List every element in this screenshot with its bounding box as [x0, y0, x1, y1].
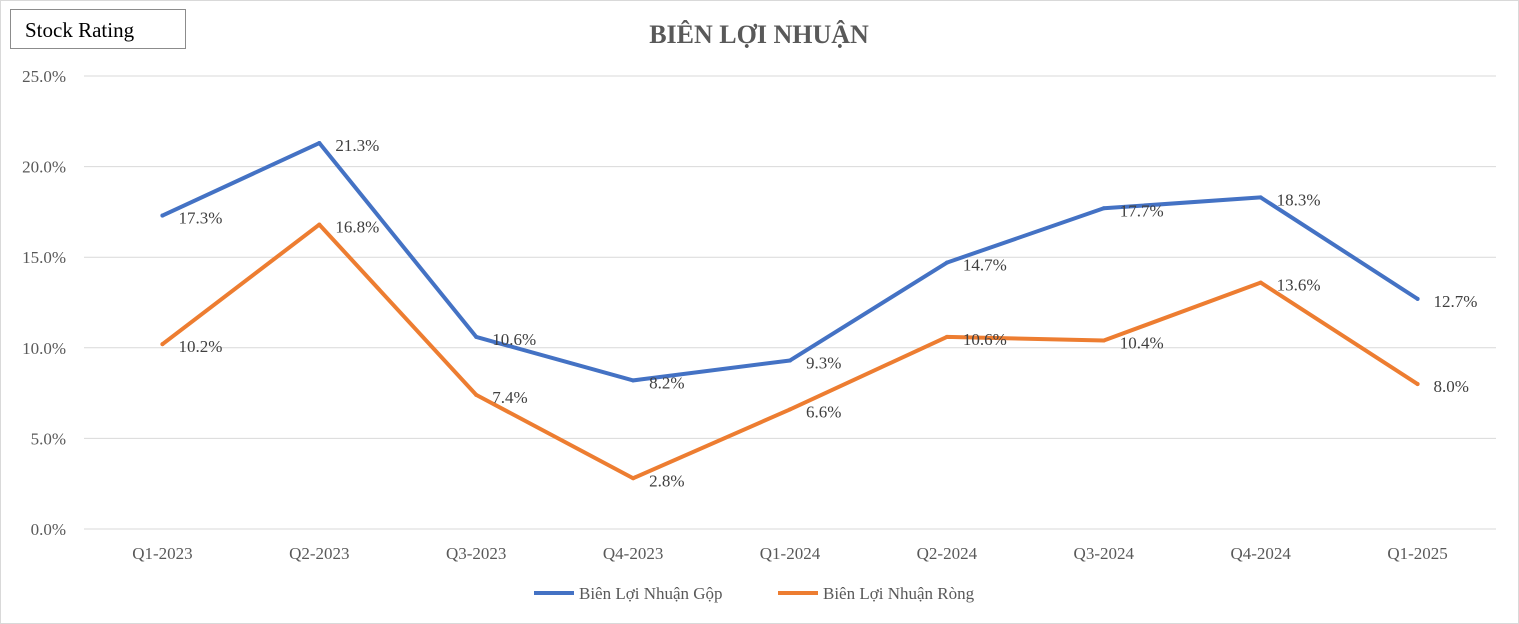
data-point [1415, 296, 1420, 301]
x-tick-label: Q1-2025 [1387, 544, 1447, 563]
data-point [474, 392, 479, 397]
data-point [1258, 280, 1263, 285]
data-point [1415, 382, 1420, 387]
legend-label-2: Biên Lợi Nhuận Ròng [823, 584, 975, 603]
grid-layer [84, 75, 1496, 530]
data-label: 13.6% [1277, 276, 1321, 295]
x-tick-label: Q4-2023 [603, 544, 663, 563]
data-label: 2.8% [649, 471, 684, 490]
x-axis-ticks: Q1-2023 Q2-2023 Q3-2023 Q4-2023 Q1-2024 Q2-20… [132, 544, 1448, 563]
data-label: 8.0% [1434, 377, 1469, 396]
data-label: 9.3% [806, 353, 841, 372]
x-tick-label: Q2-2024 [917, 544, 978, 563]
data-point [944, 334, 949, 339]
y-tick-label: 5.0% [31, 429, 66, 448]
x-tick-label: Q1-2023 [132, 544, 192, 563]
data-point [160, 213, 165, 218]
data-point [1101, 338, 1106, 343]
data-point [788, 407, 792, 412]
y-tick-label: 20.0% [22, 158, 66, 177]
y-tick-label: 25.0% [22, 67, 66, 86]
y-tick-label: 15.0% [22, 248, 66, 267]
data-label: 12.7% [1434, 292, 1478, 311]
data-labels: 17.3% 21.3% 10.6% 8.2% 9.3% 14.7% 17.7% 18.3% 12… [178, 136, 1477, 490]
series-line-1 [160, 141, 1420, 383]
data-label: 18.3% [1277, 190, 1321, 209]
y-tick-label: 10.0% [22, 339, 66, 358]
x-tick-label: Q3-2024 [1074, 544, 1135, 563]
data-label: 17.7% [1120, 201, 1164, 220]
data-label: 10.4% [1120, 334, 1164, 353]
data-point [1101, 206, 1106, 211]
data-point [631, 378, 636, 383]
data-label: 16.8% [335, 218, 379, 237]
x-tick-label: Q4-2024 [1230, 544, 1291, 563]
data-point [474, 334, 479, 339]
data-label: 6.6% [806, 402, 841, 421]
data-label: 14.7% [963, 256, 1007, 275]
x-tick-label: Q1-2024 [760, 544, 821, 563]
data-point [160, 342, 165, 347]
series-line-2 [160, 222, 1420, 481]
data-label: 17.3% [178, 209, 222, 228]
x-tick-label: Q2-2023 [289, 544, 349, 563]
legend-label-1: Biên Lợi Nhuận Gộp [579, 584, 723, 603]
stock-rating-label: Stock Rating [10, 9, 186, 49]
series-layer [160, 141, 1420, 481]
data-label: 10.6% [963, 330, 1007, 349]
data-point [631, 476, 636, 481]
data-label: 8.2% [649, 373, 684, 392]
data-label: 7.4% [492, 388, 527, 407]
data-point [1258, 195, 1263, 200]
data-point [317, 222, 322, 227]
legend: Biên Lợi Nhuận Gộp Biên Lợi Nhuận Ròng [534, 584, 975, 603]
data-point [788, 358, 792, 363]
chart-title: BIÊN LỢI NHUẬN [649, 20, 869, 49]
data-label: 10.6% [492, 330, 536, 349]
x-tick-label: Q3-2023 [446, 544, 506, 563]
y-tick-label: 0.0% [31, 520, 66, 539]
y-axis-ticks: 0.0% 5.0% 10.0% 15.0% 20.0% 25.0% [22, 67, 66, 539]
data-point [944, 260, 949, 265]
data-label: 10.2% [178, 337, 222, 356]
data-label: 21.3% [335, 136, 379, 155]
data-point [317, 141, 322, 146]
